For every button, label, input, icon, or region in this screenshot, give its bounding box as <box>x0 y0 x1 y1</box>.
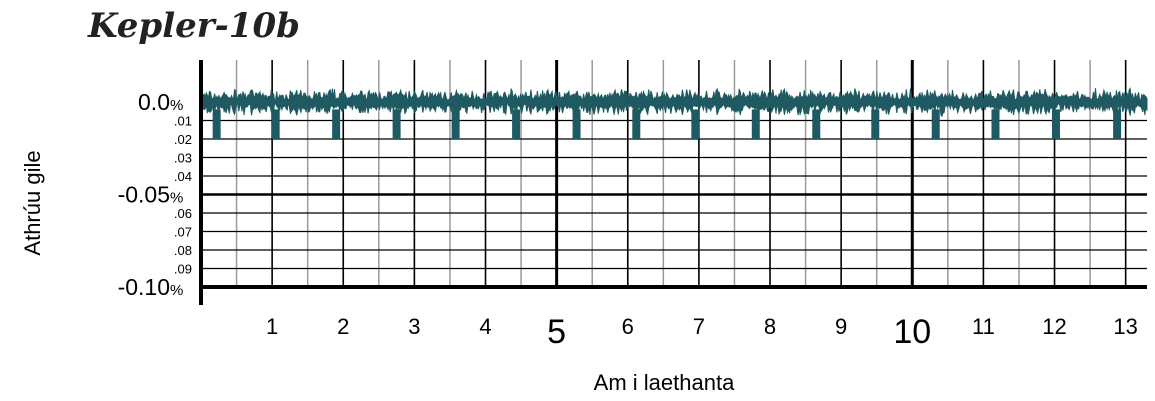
x-tick-label: 2 <box>337 314 349 339</box>
y-tick-label: .07 <box>174 225 192 240</box>
transit-dip <box>751 109 760 139</box>
y-tick-label: .09 <box>174 262 192 277</box>
y-tick-unit: % <box>170 97 183 114</box>
transit-dip <box>991 109 1000 139</box>
x-tick-label: 4 <box>479 314 491 339</box>
x-axis-title: Am i laethanta <box>594 370 735 395</box>
x-tick-label: 7 <box>693 314 705 339</box>
y-tick-labels: 0.0 %.01.02.03.04-0.05 %.06.07.08.09-0.10% <box>118 89 192 300</box>
x-tick-label: 13 <box>1113 314 1137 339</box>
y-axis-title: Athrúu gile <box>20 150 45 255</box>
x-tick-label: 11 <box>972 314 995 339</box>
y-tick-unit: % <box>170 190 183 207</box>
x-tick-label: 8 <box>764 314 776 339</box>
y-tick-unit: % <box>170 282 183 299</box>
y-tick-label: .03 <box>174 151 192 166</box>
transit-dip <box>871 109 880 139</box>
transit-dip <box>691 109 700 139</box>
transit-dip <box>332 109 341 139</box>
x-tick-label: 3 <box>408 314 420 339</box>
x-tick-label: 1 <box>266 314 278 339</box>
transit-dip <box>212 109 221 139</box>
transit-dip <box>451 109 460 139</box>
transit-dip <box>271 109 280 139</box>
y-tick-label: .06 <box>174 206 192 221</box>
y-tick-label: .08 <box>174 243 192 258</box>
transit-dip <box>572 109 581 139</box>
transit-dip <box>1051 109 1060 139</box>
transit-dip <box>931 109 940 139</box>
y-tick-label: -0.05 <box>118 182 170 208</box>
y-tick-label: -0.10 <box>118 274 170 300</box>
data-series <box>200 87 1148 139</box>
x-tick-label: 5 <box>547 313 566 351</box>
transit-dip <box>392 109 401 139</box>
y-tick-label: .04 <box>174 169 192 184</box>
y-tick-label: .02 <box>174 132 192 147</box>
y-tick-label: 0.0 <box>138 89 170 115</box>
x-tick-label: 12 <box>1042 314 1066 339</box>
x-tick-labels: 1 2 3 4 5 6 7 8 9 10 11 12 13 <box>266 313 1138 351</box>
transit-dip <box>812 109 821 139</box>
transit-dip <box>512 109 521 139</box>
transit-dip <box>1113 109 1122 139</box>
transit-dip <box>632 109 641 139</box>
light-curve-band <box>200 87 1148 117</box>
x-tick-label: 6 <box>622 314 634 339</box>
chart-title: Kepler-10b <box>87 6 300 46</box>
x-tick-label: 10 <box>893 313 931 351</box>
axes <box>199 60 1147 305</box>
y-tick-label: .01 <box>174 114 192 129</box>
x-tick-label: 9 <box>835 314 847 339</box>
